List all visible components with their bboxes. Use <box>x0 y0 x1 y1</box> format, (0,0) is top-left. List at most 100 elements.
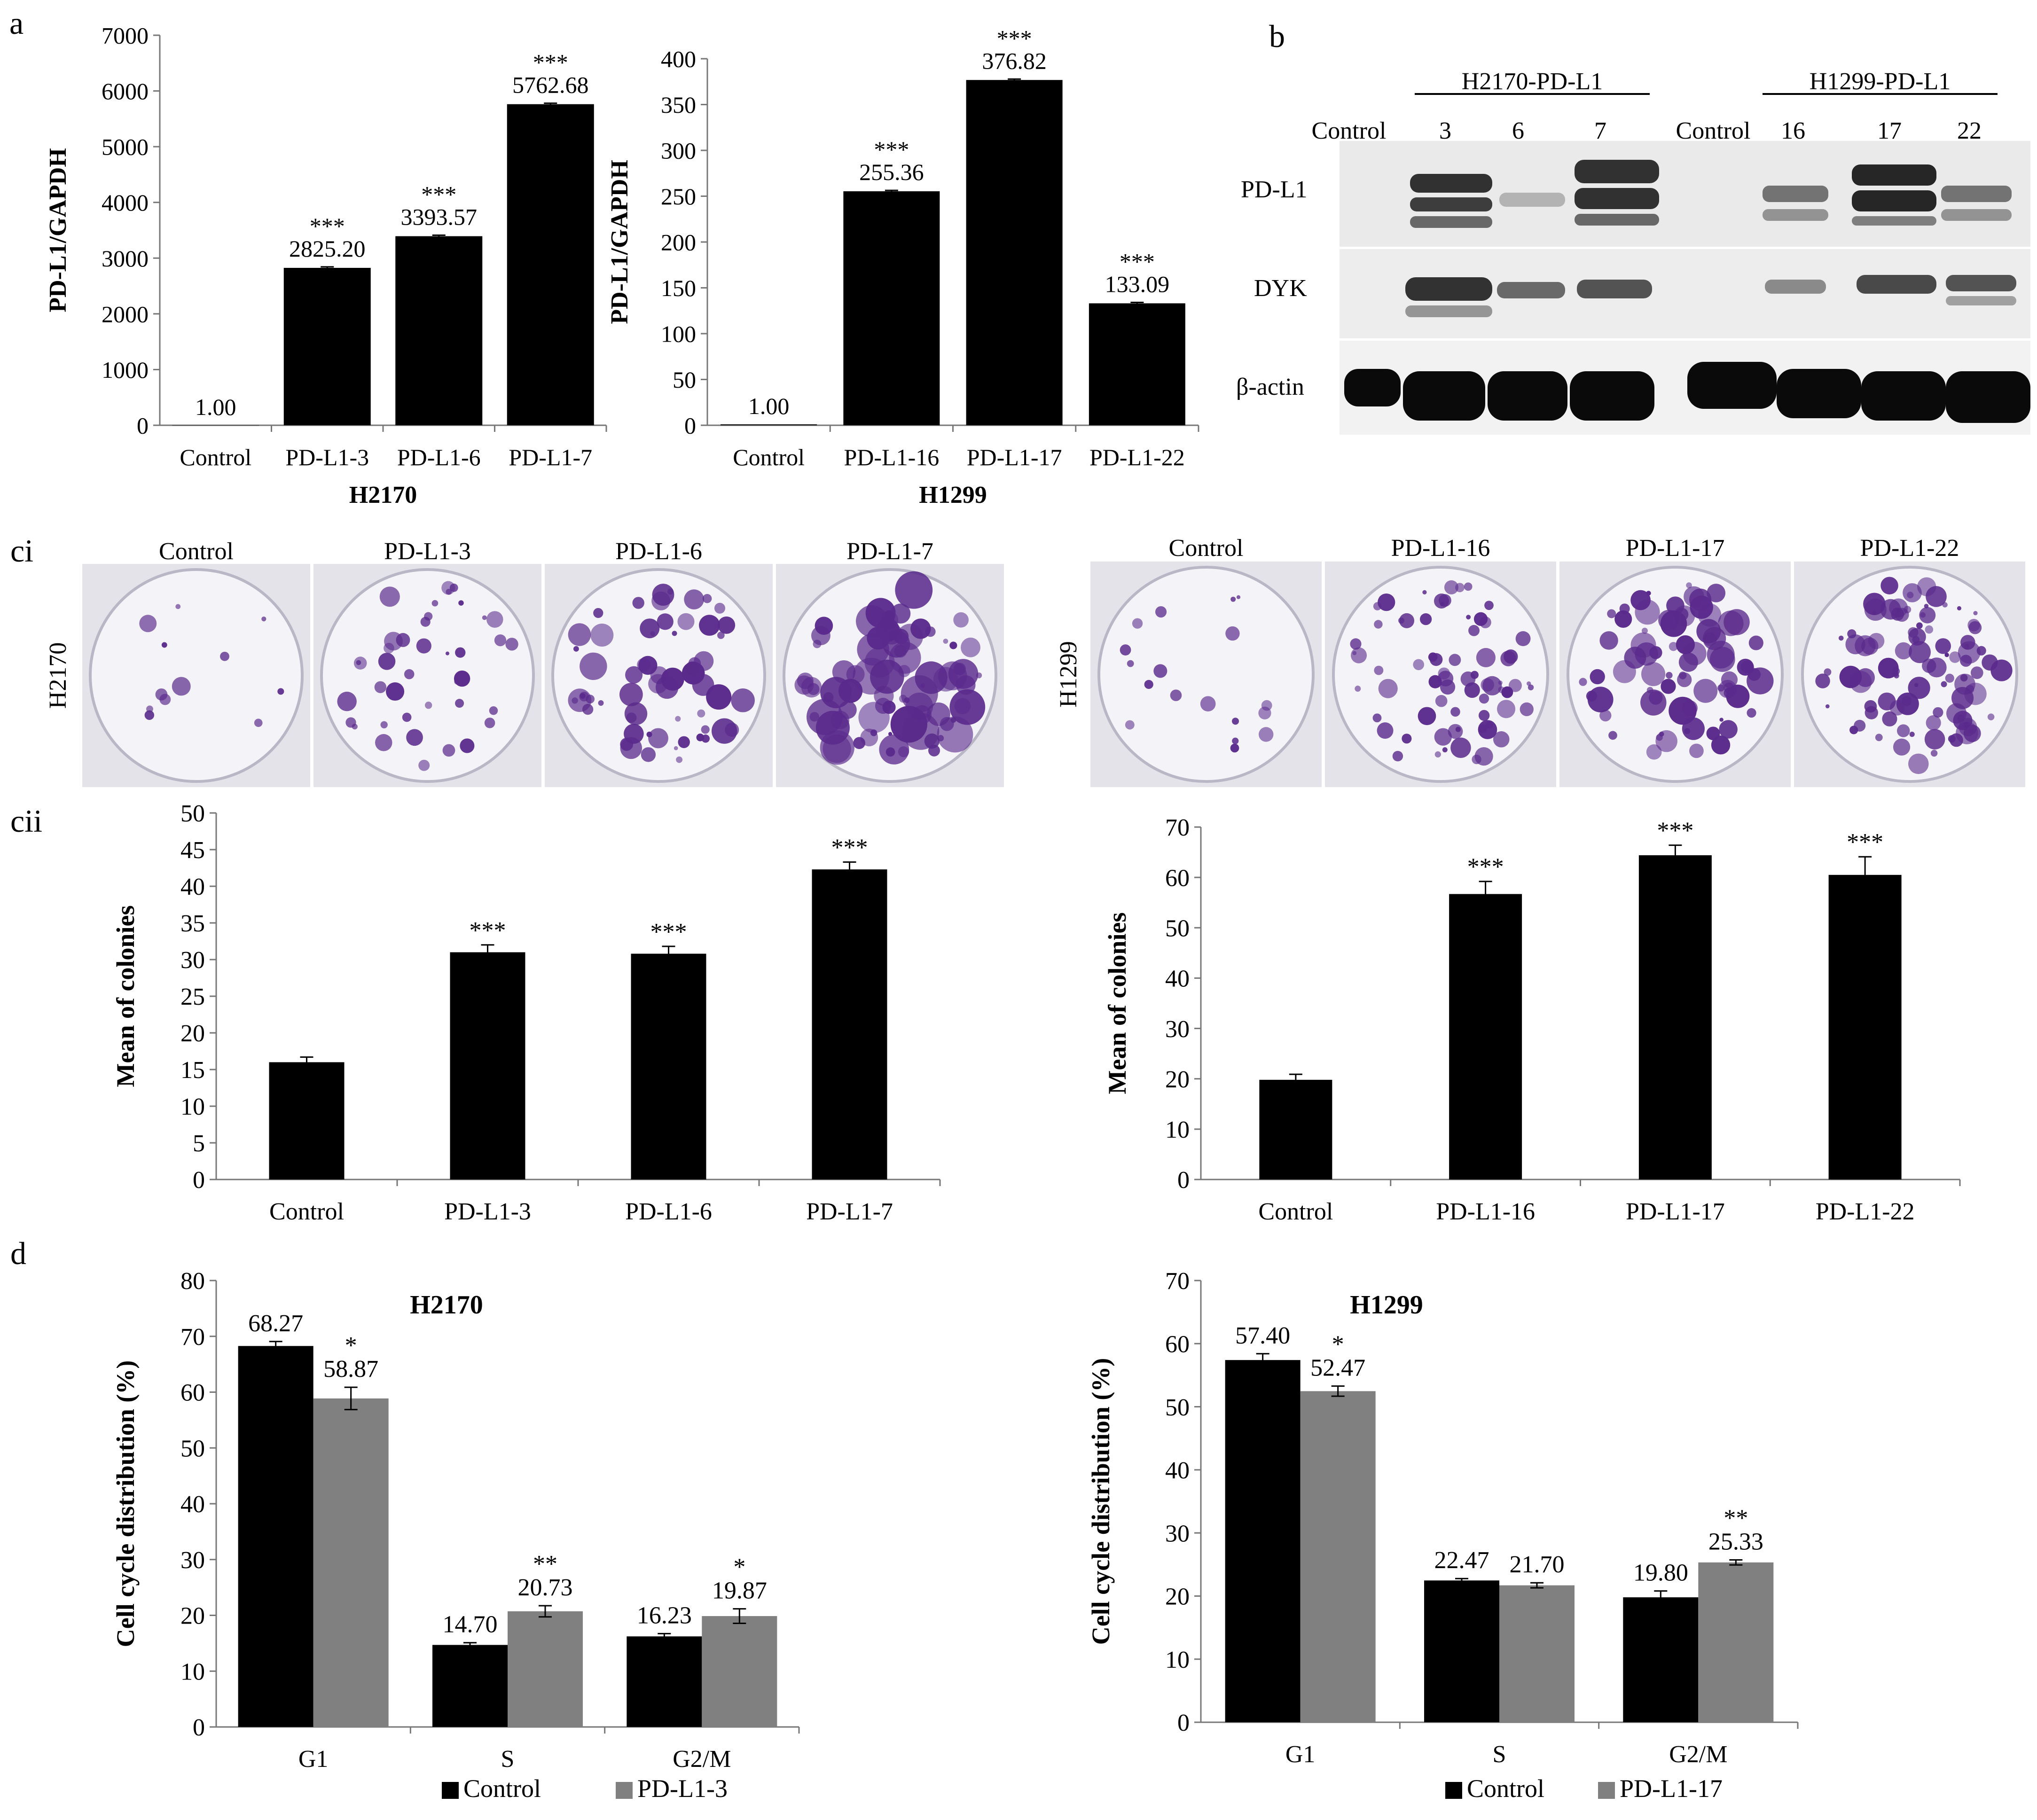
panel-letter-b: b <box>1269 18 1285 54</box>
colony <box>1686 582 1692 588</box>
y-tick-label: 0 <box>193 1167 205 1194</box>
significance-marker: *** <box>421 181 456 207</box>
y-axis-label: Cell cycle distribution (%) <box>1087 1358 1115 1645</box>
colony <box>701 725 710 734</box>
colony <box>1925 625 1934 634</box>
colony <box>838 701 857 719</box>
data-label: 20.73 <box>518 1574 573 1601</box>
colony <box>1646 687 1653 694</box>
y-tick-label: 0 <box>137 413 149 439</box>
colony <box>1990 659 2013 681</box>
significance-marker: *** <box>831 835 868 861</box>
data-label: 25.33 <box>1708 1528 1763 1555</box>
colony <box>1422 590 1427 595</box>
colony <box>1153 664 1167 678</box>
colony <box>1711 735 1731 755</box>
colony <box>1948 735 1956 743</box>
colony <box>386 682 405 701</box>
colony-plate-title: PD-L1-17 <box>1626 535 1725 562</box>
colony <box>277 688 284 695</box>
colony <box>675 716 681 722</box>
colony <box>139 615 157 633</box>
colony <box>1689 588 1712 611</box>
colony <box>1449 654 1461 666</box>
legend-label: Control <box>1467 1774 1544 1803</box>
colony <box>144 710 155 720</box>
blot-bands-pdl1 <box>1410 160 2012 228</box>
bar <box>283 268 371 425</box>
colony <box>352 724 358 730</box>
colony <box>1515 631 1531 646</box>
colony <box>1824 668 1832 676</box>
y-tick-label: 40 <box>1165 1457 1190 1484</box>
colony <box>1350 638 1362 650</box>
bar <box>1424 1580 1499 1722</box>
colony <box>943 639 948 644</box>
colony <box>875 697 892 714</box>
y-tick-label: 100 <box>661 321 696 347</box>
y-tick-label: 0 <box>684 413 696 439</box>
colony <box>572 697 578 704</box>
colony <box>1740 660 1754 673</box>
colony-plate-title: PD-L1-3 <box>384 538 471 565</box>
colony <box>813 640 822 648</box>
colony <box>924 733 940 749</box>
legend-swatch <box>442 1782 459 1799</box>
colony <box>1707 584 1726 602</box>
bar <box>395 236 483 425</box>
colony <box>1434 751 1441 758</box>
x-axis-label: H2170 <box>349 482 417 508</box>
colony <box>1865 706 1878 719</box>
bar <box>507 104 594 425</box>
x-category-label: Control <box>180 444 251 470</box>
colony <box>568 623 591 646</box>
colony <box>1689 743 1704 758</box>
colony <box>505 638 518 651</box>
colony <box>353 656 367 670</box>
colony <box>1435 695 1448 707</box>
y-tick-label: 60 <box>180 1380 205 1406</box>
colony <box>1909 732 1915 737</box>
colony <box>1926 715 1941 731</box>
colony <box>1641 662 1666 687</box>
y-tick-label: 10 <box>1165 1647 1190 1673</box>
colony <box>940 717 954 731</box>
colony <box>1442 747 1448 753</box>
colony <box>1470 671 1479 679</box>
y-tick-label: 0 <box>1177 1167 1190 1194</box>
blot-lane-label: 17 <box>1877 117 1902 144</box>
colony <box>1402 734 1412 744</box>
y-tick-label: 50 <box>180 1435 205 1462</box>
data-label: 19.80 <box>1633 1560 1688 1586</box>
bar <box>1828 875 1902 1179</box>
colony <box>888 732 893 736</box>
colony <box>1232 737 1239 744</box>
colony <box>961 637 980 657</box>
data-label: 5762.68 <box>512 72 589 98</box>
y-tick-label: 10 <box>180 1094 205 1120</box>
chart-cii-h1299-colonies: 0 10 20 30 40 50 60 70 Mean of colonies Control PD… <box>1103 814 1961 1225</box>
colony <box>948 659 979 689</box>
colony <box>949 641 957 649</box>
colony <box>1719 718 1724 722</box>
y-tick-label: 30 <box>1165 1016 1190 1043</box>
colony <box>1649 691 1663 705</box>
bar <box>1225 1360 1301 1722</box>
y-tick-label: 30 <box>1165 1520 1190 1547</box>
blot-lane-label: 3 <box>1439 117 1451 144</box>
colony <box>486 611 503 628</box>
x-category-label: PD-L1-6 <box>625 1198 712 1225</box>
colony <box>1815 673 1830 688</box>
y-tick-label: 4000 <box>102 189 149 216</box>
colony <box>624 702 648 725</box>
bar <box>432 1645 508 1727</box>
x-category-label: Control <box>269 1198 344 1225</box>
colony <box>1485 721 1493 729</box>
colony <box>1661 679 1676 694</box>
colony <box>1434 728 1452 746</box>
colony <box>1493 731 1510 748</box>
y-tick-label: 30 <box>180 1547 205 1574</box>
bar <box>812 869 887 1179</box>
colony <box>697 709 705 718</box>
